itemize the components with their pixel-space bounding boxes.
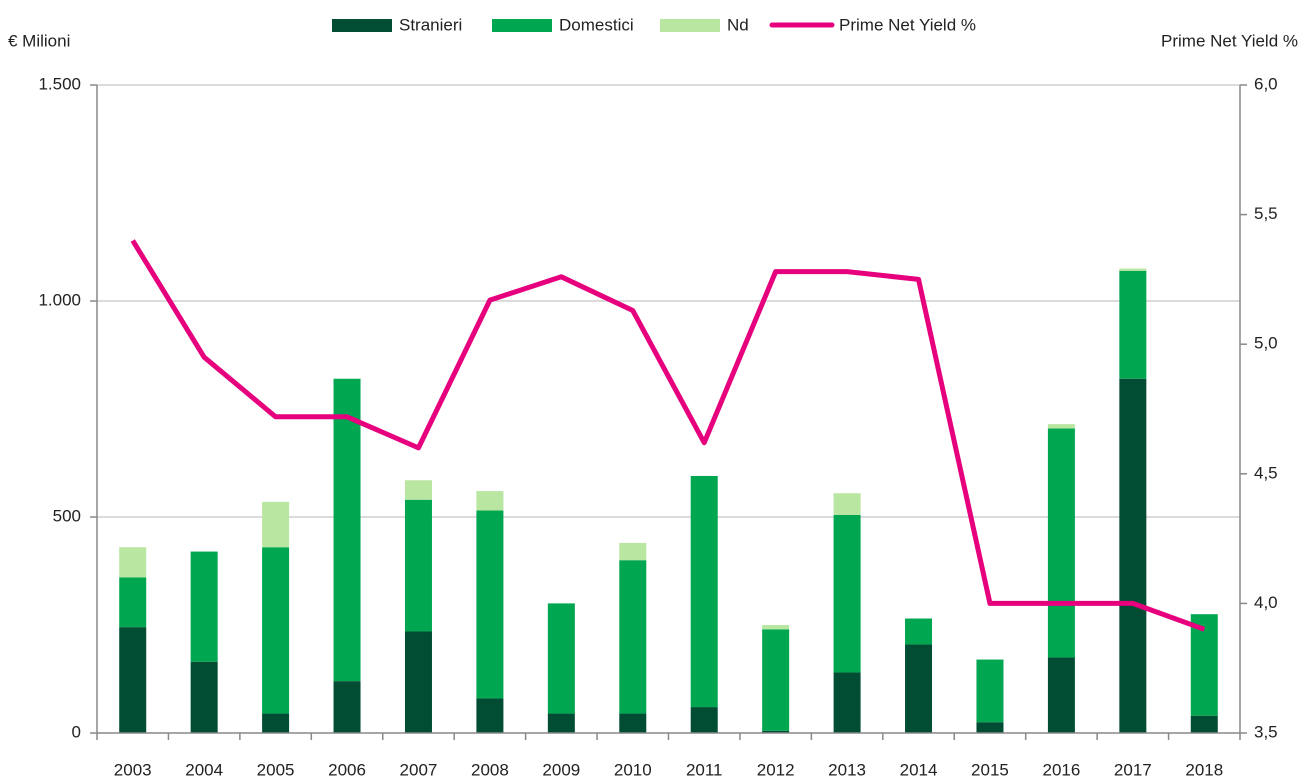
x-tick-label: 2011 <box>686 760 723 779</box>
bar-segment <box>619 713 647 733</box>
bar-segment <box>262 547 290 714</box>
x-tick-label: 2017 <box>1114 760 1152 779</box>
legend-label: Domestici <box>559 15 634 34</box>
x-tick-label: 2018 <box>1185 760 1223 779</box>
y2-tick-label: 6,0 <box>1254 74 1278 93</box>
bar-segment <box>404 499 432 632</box>
x-tick-label: 2012 <box>757 760 795 779</box>
bar-segment <box>762 730 790 733</box>
x-tick-label: 2016 <box>1042 760 1080 779</box>
y-tick-label: 0 <box>72 722 81 741</box>
bar-segment <box>619 542 647 561</box>
bar-segment <box>547 603 575 714</box>
bar-segment <box>547 713 575 733</box>
bar-segment <box>476 510 504 699</box>
y-tick-label: 1.000 <box>38 290 81 309</box>
y2-tick-label: 3,5 <box>1254 722 1278 741</box>
x-tick-label: 2014 <box>900 760 938 779</box>
bar-segment <box>762 625 790 630</box>
bar-segment <box>119 547 147 578</box>
bar-segment <box>833 672 861 733</box>
y-tick-label: 500 <box>53 506 81 525</box>
bar-segment <box>976 722 1004 733</box>
y2-axis-label: Prime Net Yield % <box>1161 31 1298 50</box>
bar-segment <box>262 501 290 548</box>
legend-swatch <box>660 19 720 32</box>
bar-segment <box>333 681 361 733</box>
bar-segment <box>976 659 1004 723</box>
legend-swatch <box>492 19 552 32</box>
x-tick-label: 2008 <box>471 760 509 779</box>
bar-segment <box>119 627 147 733</box>
y2-tick-label: 4,0 <box>1254 593 1278 612</box>
x-tick-label: 2007 <box>400 760 438 779</box>
x-tick-label: 2010 <box>614 760 652 779</box>
bar-segment <box>690 707 718 733</box>
bar-segment <box>333 378 361 682</box>
bar-segment <box>262 713 290 733</box>
x-tick-label: 2013 <box>828 760 866 779</box>
bar-segment <box>476 698 504 733</box>
bar-segment <box>1119 378 1147 733</box>
bar-segment <box>1119 268 1147 271</box>
y2-tick-label: 5,0 <box>1254 334 1278 353</box>
x-tick-label: 2015 <box>971 760 1009 779</box>
x-tick-label: 2004 <box>185 760 223 779</box>
bar-segment <box>833 493 861 515</box>
bar-segment <box>1047 657 1075 733</box>
bar-segment <box>190 661 218 733</box>
bar-segment <box>1190 614 1218 716</box>
y2-tick-label: 5,5 <box>1254 204 1278 223</box>
legend-label: Prime Net Yield % <box>839 15 976 34</box>
yield-line <box>130 239 1206 632</box>
legend-label: Stranieri <box>399 15 462 34</box>
bar-segment <box>404 631 432 733</box>
bar-segment <box>1047 428 1075 658</box>
bar-segment <box>905 618 933 645</box>
legend-label: Nd <box>727 15 749 34</box>
bar-segment <box>190 551 218 662</box>
x-tick-label: 2005 <box>257 760 295 779</box>
bar-segment <box>1190 715 1218 733</box>
bar-segment <box>762 629 790 731</box>
y2-tick-label: 4,5 <box>1254 463 1278 482</box>
x-tick-label: 2009 <box>542 760 580 779</box>
y-axis-label: € Milioni <box>8 31 70 50</box>
legend-swatch <box>332 19 392 32</box>
y-tick-label: 1.500 <box>38 74 81 93</box>
bar-segment <box>619 560 647 714</box>
bar-segment <box>119 577 147 628</box>
bar-segment <box>476 491 504 511</box>
x-tick-label: 2006 <box>328 760 366 779</box>
bar-segment <box>690 475 718 708</box>
bar-segment <box>1119 270 1147 379</box>
x-tick-label: 2003 <box>114 760 152 779</box>
bar-segment <box>905 644 933 733</box>
bar-segment <box>404 480 432 500</box>
bar-segment <box>833 514 861 673</box>
bar-segment <box>1047 424 1075 429</box>
